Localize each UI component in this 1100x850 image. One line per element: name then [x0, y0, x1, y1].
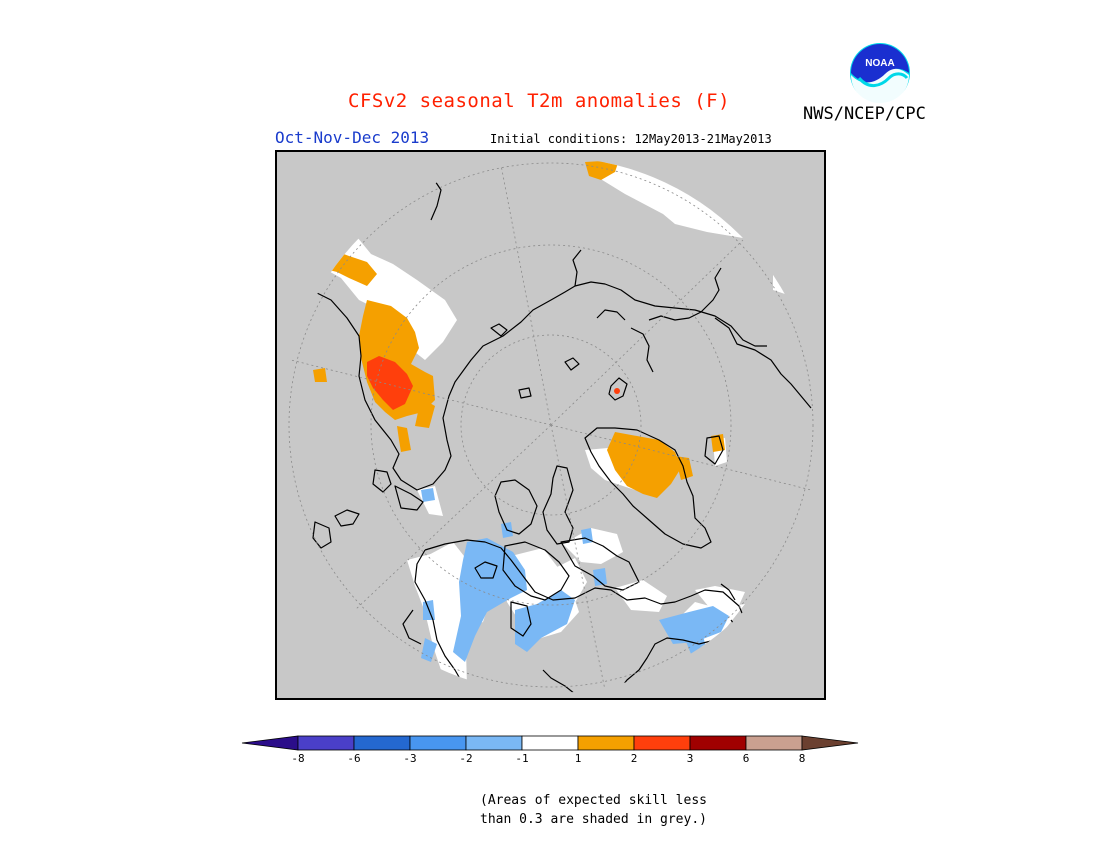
legend-tick-label: 1 [575, 752, 582, 765]
legend-swatch-1-2 [577, 735, 635, 751]
legend-swatches [241, 735, 859, 751]
legend-swatch-gt-8 [801, 735, 859, 751]
season-label: Oct-Nov-Dec 2013 [275, 128, 430, 147]
legend-swatch-lt-neg8 [241, 735, 299, 751]
hot-anomaly-regions [367, 356, 620, 410]
legend-swatch-neg2-neg1 [465, 735, 523, 751]
legend-tick-labels: -8 -6 -3 -2 -1 1 2 3 6 8 [291, 752, 805, 765]
skill-note-line-1: (Areas of expected skill less [480, 793, 707, 808]
legend-tick-label: -6 [347, 752, 360, 765]
organization-label: NWS/NCEP/CPC [803, 104, 926, 124]
legend-tick-label: 6 [743, 752, 750, 765]
polar-map [275, 150, 826, 700]
legend-swatch-2-3 [633, 735, 691, 751]
legend-tick-label: 3 [687, 752, 694, 765]
legend-swatch-neg1-1 [521, 735, 579, 751]
color-legend: -8 -6 -3 -2 -1 1 2 3 6 8 [241, 735, 859, 765]
legend-swatch-6-8 [745, 735, 803, 751]
map-title: CFSv2 seasonal T2m anomalies (F) [348, 90, 731, 112]
coastlines [298, 177, 812, 693]
legend-swatch-neg6-neg3 [353, 735, 411, 751]
legend-tick-label: 8 [799, 752, 806, 765]
graticule [288, 162, 814, 691]
map-frame [275, 150, 826, 700]
legend-tick-label: -3 [403, 752, 416, 765]
legend-swatch-3-6 [689, 735, 747, 751]
legend-tick-label: -8 [291, 752, 304, 765]
initial-conditions-label: Initial conditions: 12May2013-21May2013 [490, 132, 772, 146]
skill-note-line-2: than 0.3 are shaded in grey.) [480, 812, 707, 827]
legend-tick-label: 2 [631, 752, 638, 765]
legend-swatch-neg8-neg6 [297, 735, 355, 751]
legend-tick-label: -1 [515, 752, 528, 765]
legend-tick-label: -2 [459, 752, 472, 765]
noaa-logo-text: NOAA [865, 58, 894, 69]
noaa-logo: NOAA [850, 43, 910, 104]
legend-swatch-neg3-neg2 [409, 735, 467, 751]
